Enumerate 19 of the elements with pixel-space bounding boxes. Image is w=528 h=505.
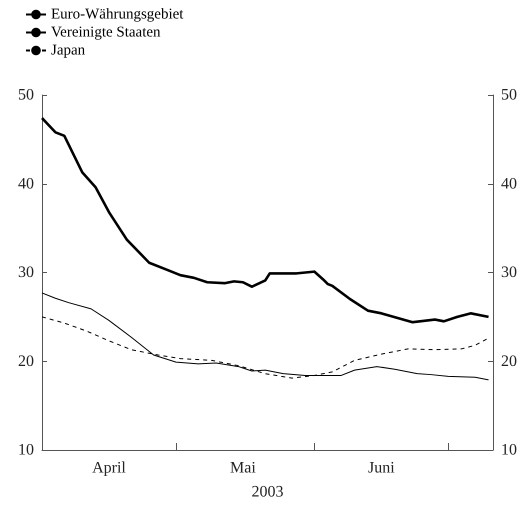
legend-label: Japan — [51, 42, 86, 58]
y-tick-label: 40 — [18, 175, 34, 192]
line-series — [42, 292, 490, 380]
y-tick-label: 30 — [18, 264, 34, 281]
y2-tick-label: 30 — [501, 264, 517, 281]
y-tick-label: 50 — [18, 86, 34, 104]
y2-tick-label: 10 — [501, 442, 517, 458]
y2-tick-label: 20 — [501, 352, 517, 370]
x-tick-label: April — [92, 460, 126, 476]
x-axis-title: 2003 — [252, 484, 284, 500]
legend-label: Euro-Währungsgebiet — [51, 6, 184, 22]
x-tick-label: Juni — [368, 460, 396, 476]
y2-tick-label: 40 — [501, 175, 517, 192]
y-tick-label: 20 — [18, 352, 34, 370]
x-tick-label: Mai — [230, 460, 256, 476]
legend-label: Vereinigte Staaten — [51, 24, 162, 40]
y2-tick-label: 50 — [501, 86, 517, 104]
line-series — [40, 116, 490, 324]
y-tick-label: 10 — [18, 442, 34, 458]
